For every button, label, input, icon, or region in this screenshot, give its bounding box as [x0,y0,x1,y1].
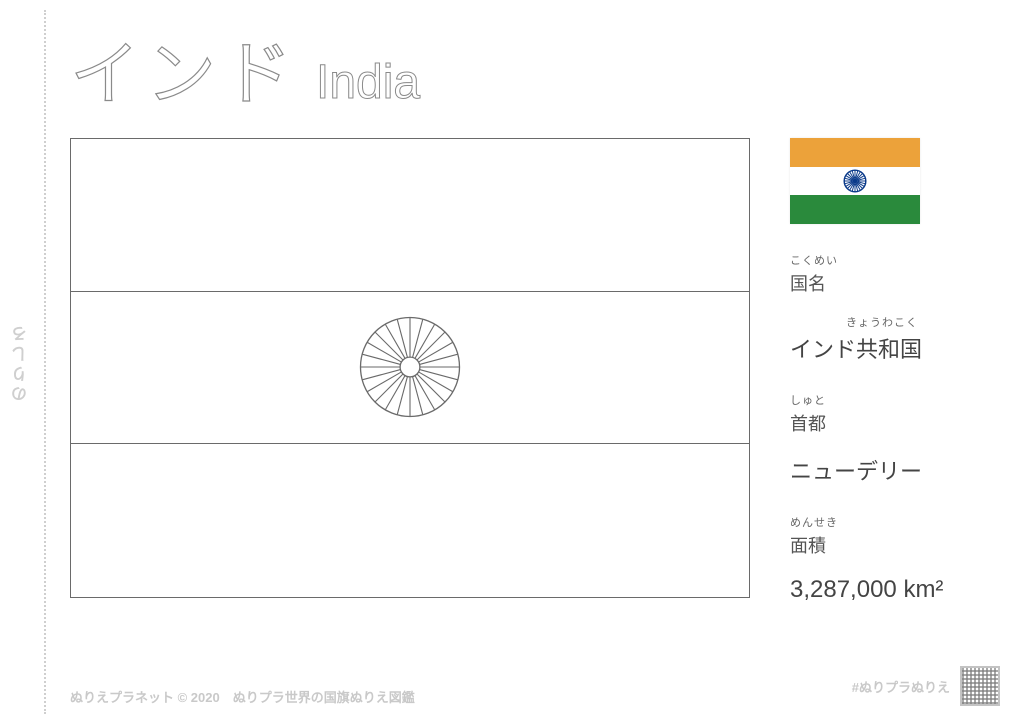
country-value-ruby: きょうわこく [790,314,990,330]
area-label: 面積 [790,532,990,558]
reference-flag [790,138,920,224]
flag-coloring-outline [70,138,750,598]
page-title: インド India [70,18,420,119]
country-label-ruby: こくめい [790,252,990,268]
flag-band-middle [71,292,749,445]
flag-band-bottom [71,444,749,597]
footer-copyright: ぬりえプラネット © 2020 ぬりプラ世界の国旗ぬりえ図鑑 [70,687,415,706]
title-japanese: インド [70,18,298,119]
title-english: India [316,55,420,110]
margin-label: のりしろ [10,322,34,402]
area-value: 3,287,000 km² [790,576,990,604]
ref-band-green [790,195,920,224]
ashoka-chakra-icon [843,169,867,193]
flag-band-top [71,139,749,292]
qr-code-icon [960,666,1000,706]
capital-value: ニューデリー [790,454,990,486]
country-value: インド共和国 [790,332,990,364]
ref-band-saffron [790,138,920,167]
margin-perforation [44,10,46,714]
page-footer: ぬりえプラネット © 2020 ぬりプラ世界の国旗ぬりえ図鑑 #ぬりプラぬりえ [70,666,1000,706]
area-label-ruby: めんせき [790,514,990,530]
country-label: 国名 [790,270,990,296]
ashoka-chakra-outline-icon [355,312,465,422]
ref-band-white [790,167,920,196]
footer-right: #ぬりプラぬりえ [852,666,1000,706]
info-sidebar: こくめい 国名 きょうわこく インド共和国 しゅと 首都 ニューデリー めんせき… [790,138,990,632]
capital-label: 首都 [790,410,990,436]
footer-hashtag: #ぬりプラぬりえ [852,677,950,696]
binding-margin: のりしろ [0,0,48,724]
page-content: インド India こくめい 国名 き [70,0,1004,724]
capital-label-ruby: しゅと [790,392,990,408]
